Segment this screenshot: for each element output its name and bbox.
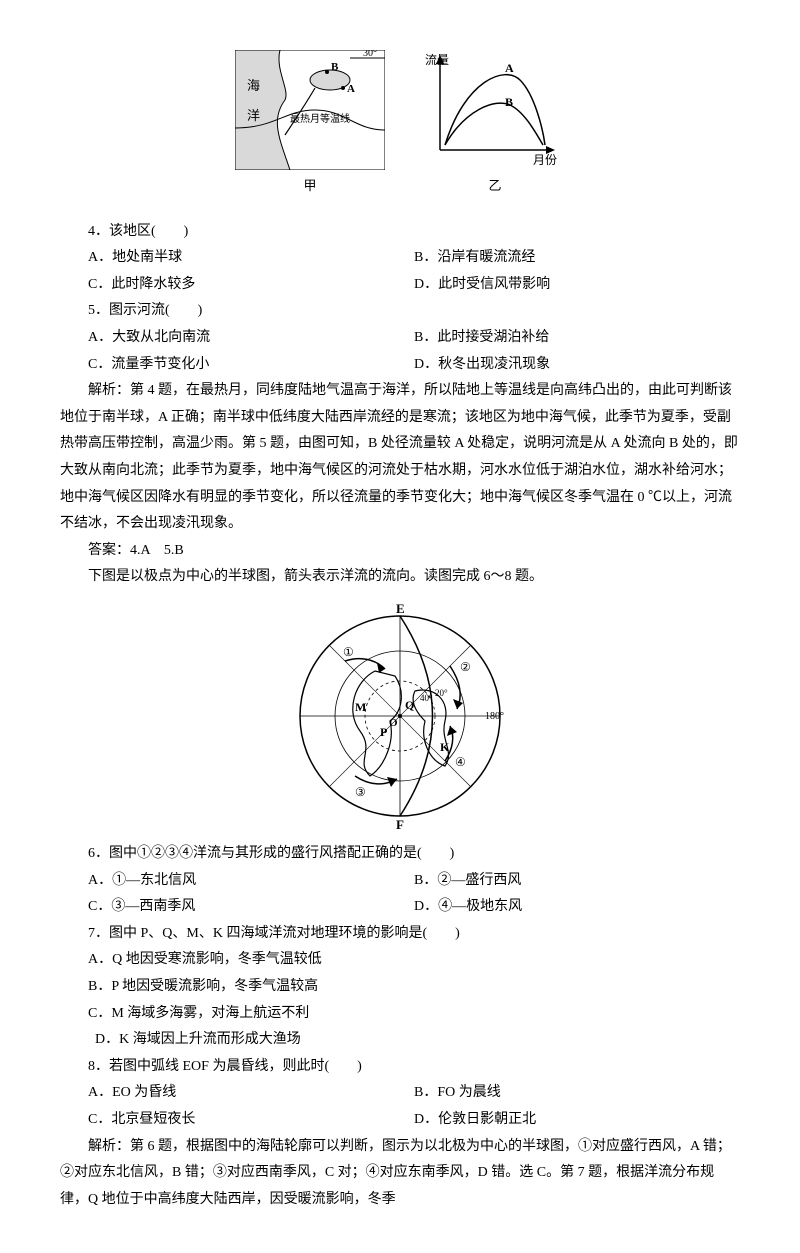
- label-n3: ③: [355, 785, 366, 799]
- lon-40: 40°: [420, 693, 433, 703]
- q6-row1: A．①—东北信风 B．②—盛行西风: [60, 868, 740, 895]
- q7-opt-c: C．M 海域多海雾，对海上航运不利: [60, 1001, 740, 1028]
- isotherm-label: 最热月等温线: [290, 112, 350, 125]
- q6-row2: C．③—西南季风 D．④—极地东风: [60, 894, 740, 921]
- q6-opt-c: C．③—西南季风: [60, 894, 414, 921]
- label-K: K: [440, 740, 450, 754]
- q4-opt-b: B．沿岸有暖流流经: [414, 245, 740, 272]
- q6-opt-a: A．①—东北信风: [60, 868, 414, 895]
- q4-row2: C．此时降水较多 D．此时受信风带影响: [60, 272, 740, 299]
- chart-yi-svg: 流量 月份 A B: [425, 50, 565, 170]
- q8-opt-d: D．伦敦日影朝正北: [414, 1107, 740, 1134]
- analysis-678: 解析：第 6 题，根据图中的海陆轮廓可以判断，图示为以北极为中心的半球图，①对应…: [60, 1134, 740, 1214]
- q8-opt-a: A．EO 为昏线: [60, 1080, 414, 1107]
- map-jia-svg: 30° A B 海 洋 最热月等温线: [235, 50, 385, 170]
- q8-opt-b: B．FO 为晨线: [414, 1080, 740, 1107]
- label-E: E: [396, 601, 405, 616]
- q7-opt-b: B．P 地因受暖流影响，冬季气温较高: [60, 974, 740, 1001]
- q7-opt-d: D．K 海域因上升流而形成大渔场: [60, 1027, 740, 1054]
- q5-opt-a: A．大致从北向南流: [60, 325, 414, 352]
- answer-45: 答案：4.A 5.B: [60, 538, 740, 565]
- sea-label: 海: [247, 78, 260, 93]
- label-n4: ④: [455, 755, 466, 769]
- point-a-label: A: [347, 83, 355, 95]
- q8-opt-c: C．北京昼短夜长: [60, 1107, 414, 1134]
- q4-opt-c: C．此时降水较多: [60, 272, 414, 299]
- q7-opt-a: A．Q 地因受寒流影响，冬季气温较低: [60, 947, 740, 974]
- figure-yi: 流量 月份 A B 乙: [425, 50, 565, 199]
- analysis-45: 解析：第 4 题，在最热月，同纬度陆地气温高于海洋，所以陆地上等温线是向高纬凸出…: [60, 378, 740, 538]
- q8-row1: A．EO 为昏线 B．FO 为晨线: [60, 1080, 740, 1107]
- lon-20: 20°: [435, 688, 448, 698]
- q4-stem: 4．该地区( ): [60, 219, 740, 246]
- label-n1: ①: [343, 645, 354, 659]
- q8-stem: 8．若图中弧线 EOF 为晨昏线，则此时( ): [60, 1054, 740, 1081]
- q5-row1: A．大致从北向南流 B．此时接受湖泊补给: [60, 325, 740, 352]
- curve-a-label: A: [505, 61, 514, 75]
- q6-stem: 6．图中①②③④洋流与其形成的盛行风搭配正确的是( ): [60, 841, 740, 868]
- q6-opt-d: D．④—极地东风: [414, 894, 740, 921]
- q4-opt-d: D．此时受信风带影响: [414, 272, 740, 299]
- label-P: P: [380, 725, 387, 739]
- q4-opt-a: A．地处南半球: [60, 245, 414, 272]
- figure-jia: 30° A B 海 洋 最热月等温线 甲: [235, 50, 385, 199]
- figure-polar: E F M Q P K ① ② ③ ④ 40° 20° 180° O: [60, 601, 740, 831]
- caption-yi: 乙: [488, 174, 501, 199]
- ylabel-flow: 流量: [425, 53, 449, 67]
- q4-row1: A．地处南半球 B．沿岸有暖流流经: [60, 245, 740, 272]
- label-n2: ②: [460, 660, 471, 674]
- q5-opt-c: C．流量季节变化小: [60, 352, 414, 379]
- label-F: F: [396, 817, 404, 831]
- label-Q: Q: [405, 698, 414, 712]
- label-M: M: [355, 700, 366, 714]
- point-b-label: B: [331, 61, 339, 73]
- curve-b-label: B: [505, 95, 513, 109]
- ocean-label: 洋: [247, 108, 260, 123]
- xlabel-month: 月份: [533, 153, 557, 167]
- q5-stem: 5．图示河流( ): [60, 298, 740, 325]
- q5-opt-d: D．秋冬出现凌汛现象: [414, 352, 740, 379]
- lat-30-label: 30°: [363, 50, 377, 59]
- q7-stem: 7．图中 P、Q、M、K 四海域洋流对地理环境的影响是( ): [60, 921, 740, 948]
- q5-opt-b: B．此时接受湖泊补给: [414, 325, 740, 352]
- caption-jia: 甲: [303, 174, 316, 199]
- q5-row2: C．流量季节变化小 D．秋冬出现凌汛现象: [60, 352, 740, 379]
- lon-180: 180°: [485, 711, 504, 722]
- intro-678: 下图是以极点为中心的半球图，箭头表示洋流的流向。读图完成 6～8 题。: [60, 564, 740, 591]
- q8-row2: C．北京昼短夜长 D．伦敦日影朝正北: [60, 1107, 740, 1134]
- figure-row-jia-yi: 30° A B 海 洋 最热月等温线 甲 流量 月份 A B: [60, 50, 740, 199]
- label-O: O: [389, 717, 398, 729]
- q6-opt-b: B．②—盛行西风: [414, 868, 740, 895]
- polar-svg: E F M Q P K ① ② ③ ④ 40° 20° 180° O: [285, 601, 515, 831]
